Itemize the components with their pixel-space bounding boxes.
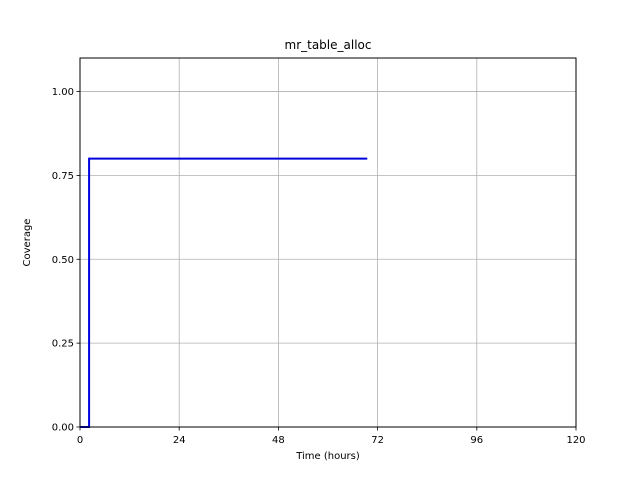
y-tick-label: 1.00 (52, 87, 74, 98)
ticks: 0 24 48 72 96 120 0.00 0.25 0.50 0.75 1.00 (52, 87, 586, 446)
x-tick-label: 24 (173, 435, 186, 446)
y-tick-label: 0.75 (52, 171, 74, 182)
y-tick-label: 0.25 (52, 339, 74, 350)
x-tick-label: 48 (272, 435, 285, 446)
x-tick-label: 120 (566, 435, 585, 446)
y-axis-label: Coverage (22, 219, 33, 267)
x-tick-label: 96 (470, 435, 483, 446)
x-tick-label: 72 (371, 435, 384, 446)
y-tick-label: 0.50 (52, 255, 74, 266)
x-axis-label: Time (hours) (295, 451, 360, 462)
chart-title: mr_table_alloc (285, 38, 372, 52)
x-tick-label: 0 (77, 435, 83, 446)
plot-area-frame (79, 57, 577, 428)
y-tick-label: 0.00 (52, 423, 74, 434)
